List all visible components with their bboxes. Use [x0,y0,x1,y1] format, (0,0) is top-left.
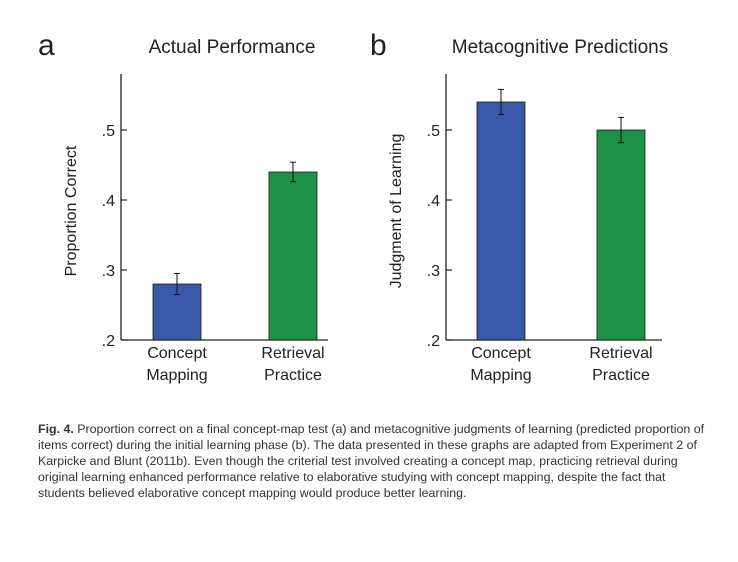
panel-b-y-label: Judgment of Learning [388,134,405,289]
figure-charts: a Actual Performance .2 .3 .4 .5 Proportion Co… [38,29,669,384]
figure-caption: Fig. 4. Proportion correct on a final co… [38,421,710,501]
panel-a-y-tick-label: .3 [102,263,115,280]
figure-caption-label: Fig. 4. [38,422,74,436]
panel-a-category-label: Mapping [146,367,207,384]
panel-a-title: Actual Performance [149,37,316,58]
panel-a-letter: a [38,29,55,62]
panel-b-category-label: Concept [471,345,531,362]
panel-a-category-label: Retrieval [261,345,324,362]
panel-b-letter: b [370,29,387,62]
panel-a-y-tick-label: .2 [102,333,115,350]
panel-a-y-tick-label: .4 [102,193,115,210]
panel-b-y-tick-label: .4 [427,193,440,210]
panel-b-title: Metacognitive Predictions [452,37,669,58]
panel-b-bar-concept-mapping [476,101,526,341]
panel-b-category-label: Practice [592,367,650,384]
figure-caption-text: Proportion correct on a final concept-ma… [38,422,705,500]
panel-a-category-label: Concept [147,345,207,362]
panel-b-category-label: Retrieval [589,345,652,362]
panel-b-category-label: Mapping [470,367,531,384]
panel-b-y-tick-label: .3 [427,263,440,280]
panel-b-y-tick-label: .2 [427,333,440,350]
panel-b-bar-retrieval-practice [596,129,646,341]
panel-b-y-tick-label: .5 [427,123,440,140]
panel-a-y-tick-label: .5 [102,123,115,140]
panel-a-category-label: Practice [264,367,322,384]
panel-a-y-label: Proportion Correct [63,145,80,276]
panel-a-bar-retrieval-practice [268,171,318,341]
